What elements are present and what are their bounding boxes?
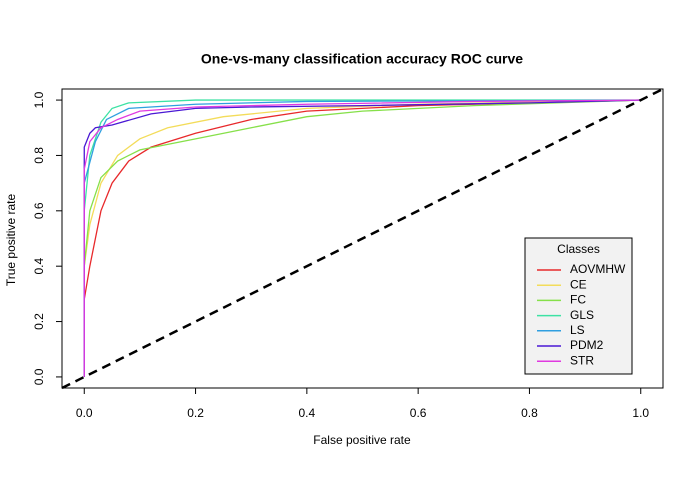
y-tick-label: 0.0 [32,368,46,385]
legend-label: LS [570,323,585,337]
x-tick-label: 0.0 [76,406,93,420]
roc-curve [83,99,641,377]
y-tick-label: 0.6 [32,202,46,219]
roc-curve [83,99,641,377]
x-tick-label: 0.6 [410,406,427,420]
legend-label: GLS [570,308,594,322]
y-tick-label: 0.8 [32,147,46,164]
chart-title: One-vs-many classification accuracy ROC … [201,51,523,67]
y-axis-label: True positive rate [4,194,18,287]
roc-curve [83,99,641,377]
roc-curve [83,99,641,377]
roc-curve [83,99,641,377]
roc-curve [83,99,641,377]
diagonal-reference [61,87,664,390]
x-axis-label: False positive rate [313,433,411,447]
legend-box [524,237,633,375]
x-tick-label: 0.2 [187,406,204,420]
y-tick-label: 0.2 [32,313,46,330]
legend-label: STR [570,353,594,367]
legend-label: PDM2 [570,338,604,352]
y-tick-label: 0.4 [32,258,46,275]
x-tick-label: 0.4 [299,406,316,420]
x-tick-label: 0.8 [521,406,538,420]
legend-label: FC [570,293,586,307]
legend-label: AOVMHW [570,262,626,276]
plot-frame [61,88,664,389]
x-tick-label: 1.0 [632,406,649,420]
legend-title: Classes [557,242,600,256]
roc-curve [83,99,641,377]
legend-label: CE [570,277,587,291]
y-tick-label: 1.0 [32,91,46,108]
